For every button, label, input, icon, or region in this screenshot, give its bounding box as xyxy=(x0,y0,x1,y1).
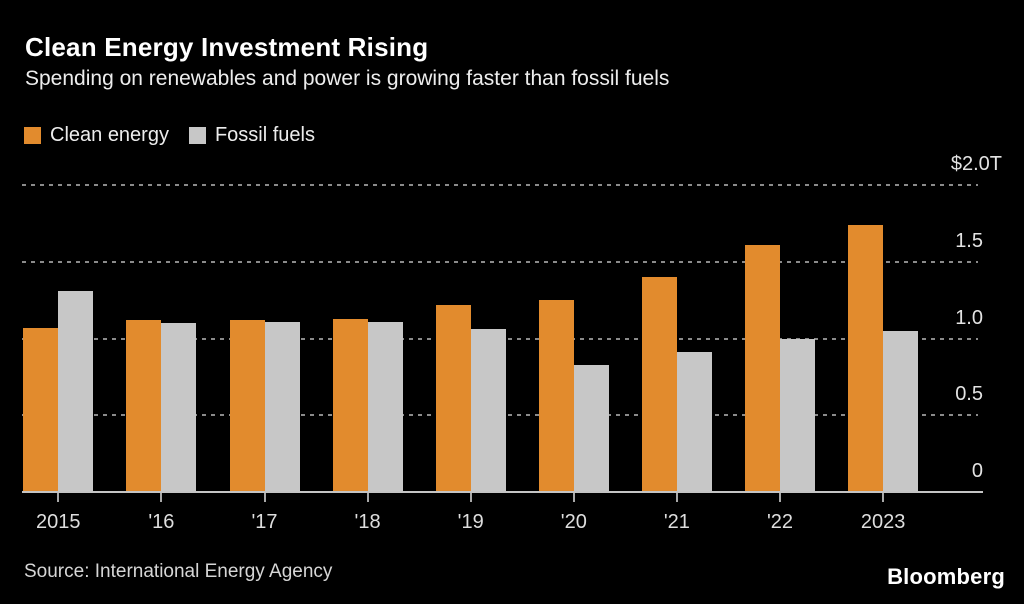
bar-fossil-fuels-2015 xyxy=(58,290,94,492)
x-axis-line xyxy=(22,491,983,493)
bar-fossil-fuels-16 xyxy=(161,323,197,492)
bar-clean-energy-21 xyxy=(641,277,677,492)
x-tick-19 xyxy=(469,493,472,502)
bar-clean-energy-16 xyxy=(126,320,162,492)
x-tick-label-20: '20 xyxy=(560,511,587,533)
x-tick-22 xyxy=(779,493,781,502)
chart-subtitle: Spending on renewables and power is grow… xyxy=(25,67,670,90)
bar-clean-energy-19 xyxy=(435,304,471,492)
bar-fossil-fuels-18 xyxy=(367,321,403,492)
bar-clean-energy-22 xyxy=(745,244,780,492)
legend-label-clean-energy: Clean energy xyxy=(50,123,169,146)
legend-item-fossil-fuels: Fossil fuels xyxy=(188,123,315,147)
bar-fossil-fuels-22 xyxy=(780,338,815,492)
bar-clean-energy-18 xyxy=(332,318,368,492)
bar-fossil-fuels-2023 xyxy=(883,330,919,492)
bar-fossil-fuels-17 xyxy=(264,321,300,492)
x-tick-17 xyxy=(263,493,266,502)
x-tick-label-16: '16 xyxy=(148,511,175,533)
bar-fossil-fuels-20 xyxy=(573,364,609,492)
bar-clean-energy-20 xyxy=(538,300,574,492)
fossil-fuels-swatch-icon xyxy=(188,126,206,144)
x-tick-2023 xyxy=(882,493,885,502)
y-tick-label-1.5: 1.5 xyxy=(955,229,983,252)
chart-title: Clean Energy Investment Rising xyxy=(25,32,429,62)
chart-legend: Clean energy Fossil fuels xyxy=(24,123,315,147)
y-tick-label-0.5: 0.5 xyxy=(955,383,983,406)
bar-clean-energy-2015 xyxy=(23,327,59,492)
x-tick-2015 xyxy=(57,493,60,502)
x-tick-label-18: '18 xyxy=(354,511,381,533)
x-tick-16 xyxy=(160,493,163,502)
legend-label-fossil-fuels: Fossil fuels xyxy=(214,123,315,146)
x-tick-label-2015: 2015 xyxy=(36,511,81,533)
x-tick-label-2023: 2023 xyxy=(860,511,906,533)
clean-energy-swatch-icon xyxy=(24,126,41,144)
x-tick-20 xyxy=(572,493,575,502)
gridline-2.0t xyxy=(22,184,978,186)
y-tick-label-0: 0 xyxy=(971,460,983,482)
x-tick-21 xyxy=(675,493,678,502)
x-tick-label-19: '19 xyxy=(457,511,484,533)
y-tick-label-1.0: 1.0 xyxy=(955,306,983,329)
x-tick-label-21: '21 xyxy=(663,511,690,533)
source-note: Source: International Energy Agency xyxy=(24,561,333,582)
bloomberg-logo: Bloomberg xyxy=(887,564,1005,589)
bar-clean-energy-2023 xyxy=(848,224,884,492)
gridline-1.5 xyxy=(22,260,978,263)
y-tick-label-2.0t: $2.0T xyxy=(950,153,1002,175)
bar-clean-energy-17 xyxy=(229,320,265,492)
x-tick-label-22: '22 xyxy=(766,511,794,533)
legend-item-clean-energy: Clean energy xyxy=(24,124,169,147)
bar-fossil-fuels-19 xyxy=(470,329,506,492)
x-tick-label-17: '17 xyxy=(251,511,278,533)
x-tick-18 xyxy=(366,493,369,502)
bar-fossil-fuels-21 xyxy=(676,352,712,492)
